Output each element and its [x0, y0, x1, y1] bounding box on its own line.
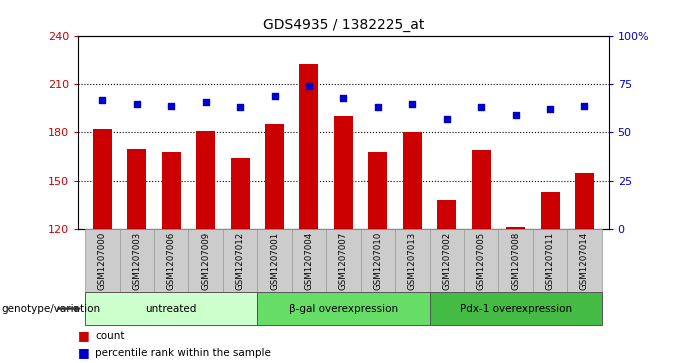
- Point: [476, 105, 487, 110]
- Title: GDS4935 / 1382225_at: GDS4935 / 1382225_at: [262, 19, 424, 33]
- Text: GSM1207012: GSM1207012: [235, 232, 245, 290]
- Text: GSM1207000: GSM1207000: [98, 232, 107, 290]
- Point: [235, 105, 245, 110]
- Point: [200, 99, 211, 105]
- Bar: [265, 125, 284, 229]
- Bar: [575, 172, 594, 229]
- Text: GSM1207013: GSM1207013: [408, 232, 417, 290]
- Bar: [472, 150, 491, 229]
- Bar: [196, 131, 215, 229]
- Text: GSM1207009: GSM1207009: [201, 232, 210, 290]
- Bar: [127, 148, 146, 229]
- Bar: [437, 200, 456, 229]
- Text: Pdx-1 overexpression: Pdx-1 overexpression: [460, 303, 572, 314]
- Text: GSM1207008: GSM1207008: [511, 232, 520, 290]
- Point: [373, 105, 384, 110]
- Text: GSM1207005: GSM1207005: [477, 232, 486, 290]
- Point: [579, 103, 590, 109]
- Text: percentile rank within the sample: percentile rank within the sample: [95, 348, 271, 358]
- Text: untreated: untreated: [146, 303, 197, 314]
- Point: [545, 106, 556, 112]
- Bar: [299, 64, 318, 229]
- Bar: [541, 192, 560, 229]
- Text: GSM1207007: GSM1207007: [339, 232, 348, 290]
- Bar: [403, 132, 422, 229]
- Point: [441, 116, 452, 122]
- Bar: [162, 152, 181, 229]
- Bar: [334, 117, 353, 229]
- Point: [97, 97, 107, 103]
- Text: GSM1207006: GSM1207006: [167, 232, 175, 290]
- Text: GSM1207011: GSM1207011: [545, 232, 555, 290]
- Text: ■: ■: [78, 346, 90, 359]
- Bar: [231, 158, 250, 229]
- Bar: [369, 152, 388, 229]
- Bar: [506, 227, 525, 229]
- Point: [269, 93, 280, 99]
- Point: [338, 95, 349, 101]
- Text: genotype/variation: genotype/variation: [1, 303, 101, 314]
- Text: GSM1207002: GSM1207002: [442, 232, 452, 290]
- Bar: [93, 129, 112, 229]
- Text: GSM1207003: GSM1207003: [132, 232, 141, 290]
- Point: [166, 103, 177, 109]
- Point: [510, 112, 521, 118]
- Text: GSM1207001: GSM1207001: [270, 232, 279, 290]
- Point: [303, 83, 314, 89]
- Text: GSM1207004: GSM1207004: [305, 232, 313, 290]
- Text: GSM1207010: GSM1207010: [373, 232, 382, 290]
- Text: count: count: [95, 331, 124, 341]
- Point: [407, 101, 418, 107]
- Text: GSM1207014: GSM1207014: [580, 232, 589, 290]
- Text: β-gal overexpression: β-gal overexpression: [289, 303, 398, 314]
- Text: ■: ■: [78, 329, 90, 342]
- Point: [131, 101, 142, 107]
